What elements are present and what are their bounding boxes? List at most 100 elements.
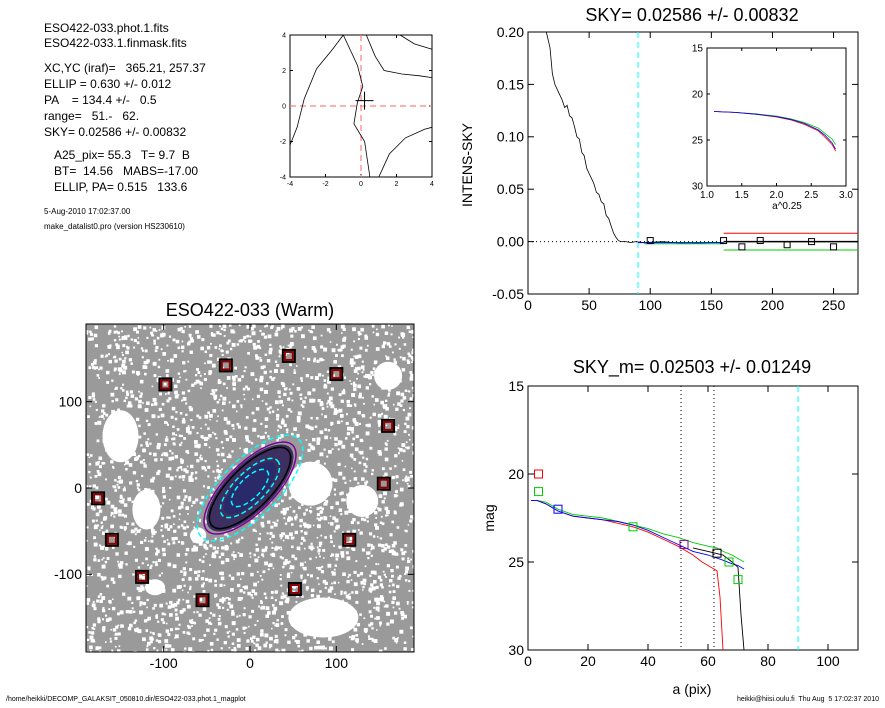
image-noise-pixel: [244, 585, 248, 590]
image-noise-pixel: [337, 581, 340, 584]
image-noise-pixel: [285, 387, 288, 390]
image-noise-pixel: [260, 600, 263, 603]
image-noise-pixel: [254, 354, 258, 358]
image-noise-pixel: [131, 370, 135, 374]
image-noise-pixel: [228, 630, 231, 633]
image-noise-pixel: [324, 415, 328, 419]
image-noise-pixel: [118, 357, 122, 361]
image-noise-pixel: [219, 344, 222, 348]
image-noise-pixel: [212, 613, 216, 617]
image-noise-pixel: [396, 482, 399, 485]
image-noise-pixel: [146, 641, 151, 646]
image-noise-pixel: [208, 617, 211, 620]
image-noise-pixel: [110, 628, 113, 631]
isophote-ellipse: [230, 468, 270, 508]
image-noise-pixel: [86, 526, 89, 529]
image-noise-pixel: [149, 640, 153, 644]
image-noise-pixel: [346, 556, 351, 561]
image-noise-pixel: [175, 616, 179, 621]
image-noise-pixel: [386, 342, 391, 346]
image-noise-pixel: [95, 366, 99, 370]
image-noise-pixel: [178, 380, 181, 383]
image-noise-pixel: [140, 585, 144, 589]
image-noise-pixel: [87, 415, 90, 419]
image-noise-pixel: [212, 431, 214, 434]
image-noise-pixel: [112, 581, 116, 584]
image-noise-pixel: [400, 392, 405, 397]
image-noise-pixel: [104, 560, 108, 564]
image-noise-pixel: [282, 507, 286, 511]
image-noise-pixel: [330, 477, 334, 482]
image-noise-pixel: [277, 435, 282, 439]
image-noise-pixel: [127, 334, 130, 338]
image-noise-pixel: [353, 355, 355, 358]
image-noise-pixel: [328, 396, 333, 401]
image-noise-pixel: [322, 647, 324, 650]
image-noise-pixel: [313, 636, 316, 639]
image-noise-pixel: [360, 327, 365, 332]
image-noise-pixel: [294, 634, 298, 637]
image-noise-pixel: [311, 325, 315, 329]
image-noise-pixel: [138, 399, 142, 404]
image-noise-pixel: [401, 443, 406, 447]
image-noise-pixel: [191, 419, 193, 421]
image-noise-pixel: [363, 402, 365, 405]
image-noise-pixel: [103, 545, 106, 548]
image-noise-pixel: [282, 384, 286, 388]
image-noise-pixel: [320, 401, 324, 404]
image-noise-pixel: [185, 402, 188, 405]
image-noise-pixel: [198, 638, 202, 643]
image-noise-pixel: [372, 374, 374, 377]
image-noise-pixel: [363, 628, 368, 633]
image-noise-pixel: [132, 573, 135, 576]
image-noise-pixel: [392, 403, 395, 406]
image-noise-pixel: [133, 327, 138, 332]
image-noise-pixel: [385, 443, 388, 446]
image-noise-pixel: [223, 417, 228, 421]
image-noise-pixel: [289, 567, 291, 570]
image-noise-pixel: [375, 525, 379, 530]
image-noise-pixel: [374, 511, 378, 515]
image-noise-pixel: [353, 420, 357, 424]
image-noise-pixel: [185, 547, 190, 552]
image-noise-pixel: [370, 543, 373, 547]
info-program: make_datalist0.pro (version HS230610): [44, 222, 185, 231]
image-noise-pixel: [100, 545, 105, 550]
image-noise-pixel: [251, 609, 255, 613]
image-noise-pixel: [290, 536, 294, 540]
image-noise-pixel: [355, 560, 358, 563]
image-noise-pixel: [241, 375, 244, 378]
image-noise-pixel: [343, 376, 347, 379]
image-noise-pixel: [269, 646, 272, 649]
image-noise-pixel: [134, 527, 138, 531]
info-date: 5-Aug-2010 17:02:37.00: [44, 207, 131, 216]
image-noise-pixel: [198, 613, 202, 617]
image-noise-pixel: [165, 629, 170, 633]
image-noise-pixel: [351, 591, 354, 594]
image-noise-pixel: [266, 532, 269, 535]
image-noise-pixel: [249, 556, 252, 558]
image-noise-pixel: [269, 370, 272, 373]
image-noise-pixel: [244, 426, 248, 430]
image-noise-pixel: [96, 469, 100, 473]
image-noise-pixel: [384, 575, 387, 578]
image-noise-pixel: [132, 471, 137, 475]
image-noise-pixel: [191, 547, 196, 552]
image-noise-pixel: [142, 601, 146, 606]
image-noise-pixel: [141, 356, 144, 359]
image-noise-pixel: [94, 344, 98, 348]
image-noise-pixel: [369, 446, 373, 450]
x-tick-label: 100: [639, 297, 663, 313]
image-noise-pixel: [310, 548, 313, 551]
image-noise-pixel: [210, 622, 213, 626]
image-noise-pixel: [255, 637, 260, 642]
image-noise-pixel: [398, 607, 401, 610]
image-noise-pixel: [318, 544, 322, 548]
image-noise-pixel: [370, 548, 373, 551]
image-noise-pixel: [334, 518, 339, 523]
image-noise-pixel: [121, 335, 126, 340]
image-noise-pixel: [110, 514, 112, 517]
image-noise-pixel: [399, 629, 404, 634]
image-noise-pixel: [329, 586, 334, 591]
image-noise-pixel: [224, 532, 228, 536]
